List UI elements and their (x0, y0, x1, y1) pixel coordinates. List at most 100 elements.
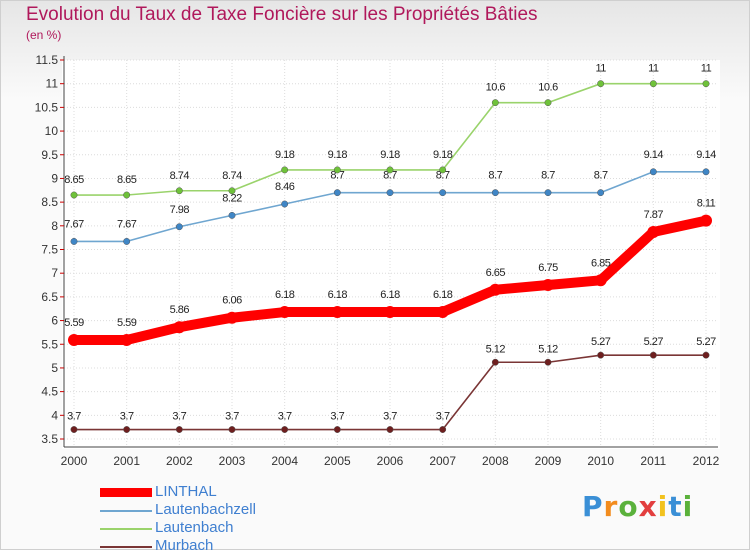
data-label-murbach: 3.7 (330, 411, 344, 423)
data-point-murbach (333, 426, 341, 433)
data-point-lautenbachzell (70, 237, 78, 245)
proxiti-logo: Proxiti (582, 490, 693, 523)
y-tick-label: 5.5 (41, 337, 58, 351)
data-label-lautenbach: 10.6 (538, 82, 558, 94)
data-label-lautenbachzell: 8.22 (222, 192, 242, 204)
data-label-lautenbachzell: 8.7 (488, 170, 502, 182)
data-label-murbach: 3.7 (436, 411, 450, 423)
legend-swatch (100, 528, 152, 530)
data-point-linthal (68, 333, 80, 346)
data-point-lautenbach (386, 166, 394, 174)
data-point-lautenbach (175, 187, 183, 195)
data-point-lautenbach (649, 80, 657, 88)
y-tick-label: 8 (51, 219, 58, 233)
x-tick-label: 2007 (429, 454, 456, 468)
y-tick-label: 9 (51, 171, 58, 185)
data-label-linthal: 6.75 (538, 262, 558, 274)
legend-label: Lautenbachzell (155, 501, 256, 518)
y-tick-label: 11 (46, 77, 59, 91)
data-label-lautenbachzell: 8.7 (436, 170, 450, 182)
data-label-lautenbachzell: 8.7 (383, 170, 397, 182)
data-label-linthal: 7.87 (644, 209, 664, 221)
data-label-lautenbach: 9.18 (328, 149, 348, 161)
data-label-lautenbachzell: 8.46 (275, 181, 295, 193)
data-point-murbach (281, 426, 289, 433)
data-point-linthal (489, 283, 502, 296)
data-point-linthal (120, 333, 133, 346)
legend-label: LINTHAL (155, 483, 217, 500)
x-tick-label: 2010 (587, 454, 614, 468)
data-label-linthal: 6.85 (591, 257, 611, 269)
x-tick-label: 2008 (482, 454, 509, 468)
data-label-linthal: 8.11 (697, 198, 716, 210)
data-point-lautenbachzell (544, 189, 552, 197)
data-point-linthal (173, 321, 186, 334)
data-label-lautenbach: 11 (648, 63, 659, 75)
data-label-lautenbachzell: 9.14 (644, 149, 664, 161)
data-label-murbach: 5.12 (538, 343, 558, 355)
data-point-lautenbach (228, 187, 236, 195)
data-label-murbach: 3.7 (172, 411, 186, 423)
legend-swatch (100, 510, 152, 512)
data-label-lautenbach: 9.18 (433, 149, 453, 161)
data-point-linthal (331, 306, 344, 319)
data-label-linthal: 6.18 (328, 289, 348, 301)
data-label-murbach: 3.7 (67, 411, 81, 423)
data-point-linthal (278, 306, 291, 319)
data-point-lautenbach (491, 99, 499, 107)
data-label-lautenbach: 11 (701, 63, 712, 75)
data-label-lautenbach: 8.74 (170, 170, 190, 182)
y-tick-label: 10 (45, 124, 59, 138)
logo-letter: x (638, 490, 658, 523)
logo-letter: i (657, 490, 669, 523)
data-point-linthal (542, 279, 554, 292)
data-label-linthal: 6.18 (433, 289, 453, 301)
data-point-lautenbach (597, 80, 605, 88)
data-label-linthal: 5.86 (170, 304, 190, 316)
data-label-murbach: 3.7 (225, 411, 239, 423)
data-point-lautenbach (702, 80, 710, 88)
data-point-lautenbach (123, 191, 131, 199)
chart-title: Evolution du Taux de Taxe Foncière sur l… (26, 4, 538, 25)
data-label-lautenbachzell: 8.7 (594, 170, 608, 182)
data-point-lautenbach (70, 191, 78, 199)
legend-label: Lautenbach (155, 519, 234, 536)
data-label-lautenbachzell: 7.98 (170, 204, 190, 216)
data-point-lautenbach (333, 166, 341, 174)
data-label-murbach: 3.7 (278, 411, 292, 423)
data-point-murbach (386, 426, 394, 433)
data-label-lautenbachzell: 7.67 (64, 218, 84, 230)
x-tick-label: 2005 (324, 454, 351, 468)
legend-swatch (100, 488, 152, 497)
y-tick-label: 11.5 (36, 53, 59, 67)
y-tick-label: 5 (51, 361, 58, 375)
y-tick-label: 9.5 (41, 148, 58, 162)
data-label-lautenbach: 9.18 (380, 149, 400, 161)
data-label-lautenbach: 8.65 (117, 174, 137, 186)
y-tick-label: 4 (51, 408, 58, 422)
data-point-murbach (491, 358, 499, 366)
data-point-linthal (436, 306, 449, 319)
data-label-lautenbachzell: 9.14 (696, 149, 716, 161)
data-point-murbach (175, 426, 183, 433)
data-point-lautenbachzell (281, 200, 289, 208)
data-point-lautenbachzell (702, 168, 710, 176)
data-label-lautenbachzell: 7.67 (117, 218, 137, 230)
data-label-murbach: 5.27 (696, 336, 716, 348)
data-point-lautenbachzell (228, 211, 236, 219)
y-tick-label: 6.5 (41, 290, 58, 304)
data-point-murbach (702, 351, 710, 359)
data-point-murbach (439, 426, 447, 433)
plot-area (62, 60, 720, 449)
data-point-murbach (70, 426, 78, 433)
data-label-murbach: 5.27 (591, 336, 611, 348)
data-label-lautenbach: 8.65 (64, 174, 84, 186)
y-tick-label: 10.5 (35, 100, 59, 114)
data-point-lautenbachzell (175, 223, 183, 231)
data-point-lautenbach (439, 166, 447, 174)
x-tick-label: 2006 (377, 454, 404, 468)
data-point-linthal (594, 274, 607, 287)
data-label-murbach: 5.27 (644, 336, 664, 348)
data-point-lautenbachzell (649, 168, 657, 176)
x-tick-label: 2003 (219, 454, 246, 468)
